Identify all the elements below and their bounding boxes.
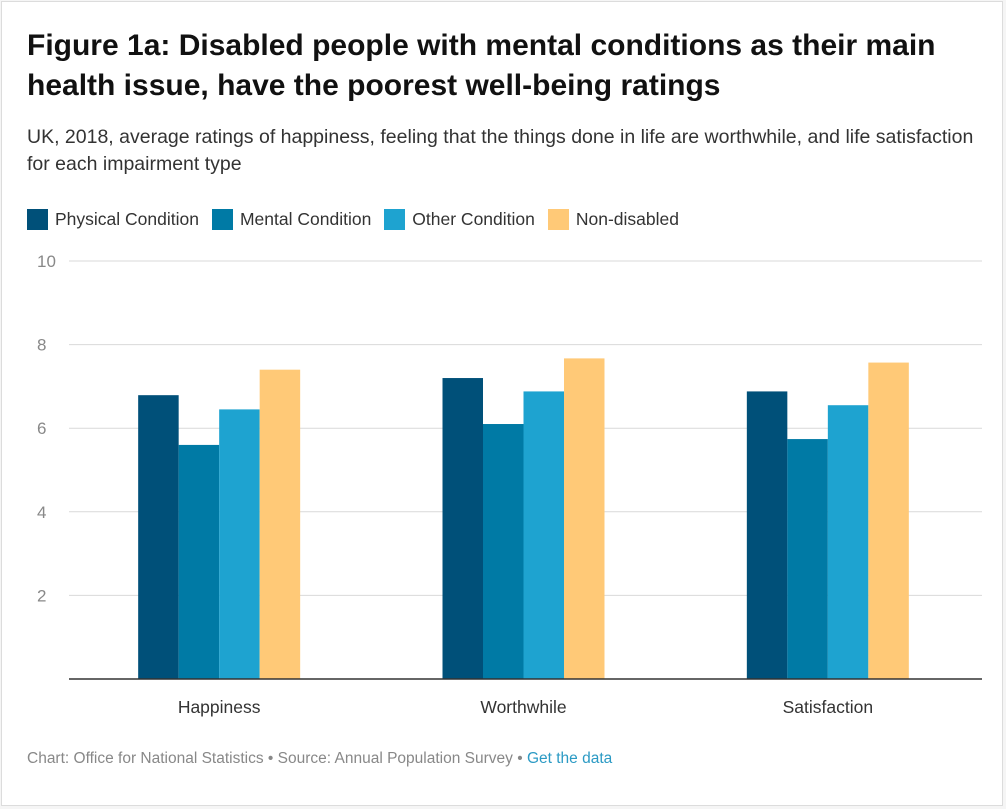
y-tick-label-2: 2 bbox=[37, 586, 46, 605]
chart-footer: Chart: Office for National Statistics • … bbox=[27, 750, 612, 768]
y-tick-label-8: 8 bbox=[37, 336, 46, 355]
footer-credit: Chart: Office for National Statistics • … bbox=[27, 750, 527, 767]
legend: Physical Condition Mental Condition Othe… bbox=[27, 206, 692, 232]
bar-satisfaction-other-condition bbox=[827, 405, 869, 679]
legend-label-other: Other Condition bbox=[412, 208, 535, 229]
bar-chart: 10 8 6 4 2 Happiness Worthwhile Satisfaction bbox=[37, 252, 982, 717]
legend-item-mental: Mental Condition bbox=[211, 208, 372, 230]
legend-label-mental: Mental Condition bbox=[239, 208, 372, 229]
bar-worthwhile-other-condition bbox=[523, 391, 564, 679]
chart-subtitle: UK, 2018, average ratings of happiness, … bbox=[27, 126, 974, 175]
bar-worthwhile-mental-condition bbox=[483, 424, 524, 679]
legend-item-physical: Physical Condition bbox=[27, 208, 199, 230]
bar-happiness-mental-condition bbox=[178, 444, 220, 679]
legend-item-nondisabled: Non-disabled bbox=[547, 208, 679, 230]
bar-satisfaction-physical-condition bbox=[746, 391, 788, 679]
legend-label-nondisabled: Non-disabled bbox=[575, 208, 679, 229]
bar-happiness-other-condition bbox=[219, 409, 260, 679]
legend-swatch-physical bbox=[27, 208, 48, 230]
y-tick-label-4: 4 bbox=[37, 503, 46, 522]
legend-item-other: Other Condition bbox=[384, 208, 535, 230]
legend-swatch-nondisabled bbox=[547, 208, 569, 230]
legend-label-physical: Physical Condition bbox=[55, 208, 199, 229]
chart-title: Figure 1a: Disabled people with mental c… bbox=[27, 29, 936, 102]
bar-happiness-non-disabled bbox=[259, 369, 301, 679]
get-the-data-link[interactable]: Get the data bbox=[526, 750, 613, 767]
bar-happiness-physical-condition bbox=[138, 395, 179, 679]
legend-swatch-other bbox=[384, 208, 406, 230]
x-tick-label-happiness: Happiness bbox=[178, 697, 261, 717]
bar-worthwhile-physical-condition bbox=[442, 378, 483, 679]
legend-swatch-mental bbox=[211, 208, 233, 230]
bar-worthwhile-non-disabled bbox=[564, 358, 605, 679]
bar-satisfaction-non-disabled bbox=[868, 362, 909, 679]
bar-satisfaction-mental-condition bbox=[787, 439, 828, 679]
x-tick-label-satisfaction: Satisfaction bbox=[783, 697, 873, 717]
x-tick-label-worthwhile: Worthwhile bbox=[480, 697, 566, 717]
y-tick-label-10: 10 bbox=[37, 252, 56, 271]
y-tick-label-6: 6 bbox=[37, 419, 46, 438]
